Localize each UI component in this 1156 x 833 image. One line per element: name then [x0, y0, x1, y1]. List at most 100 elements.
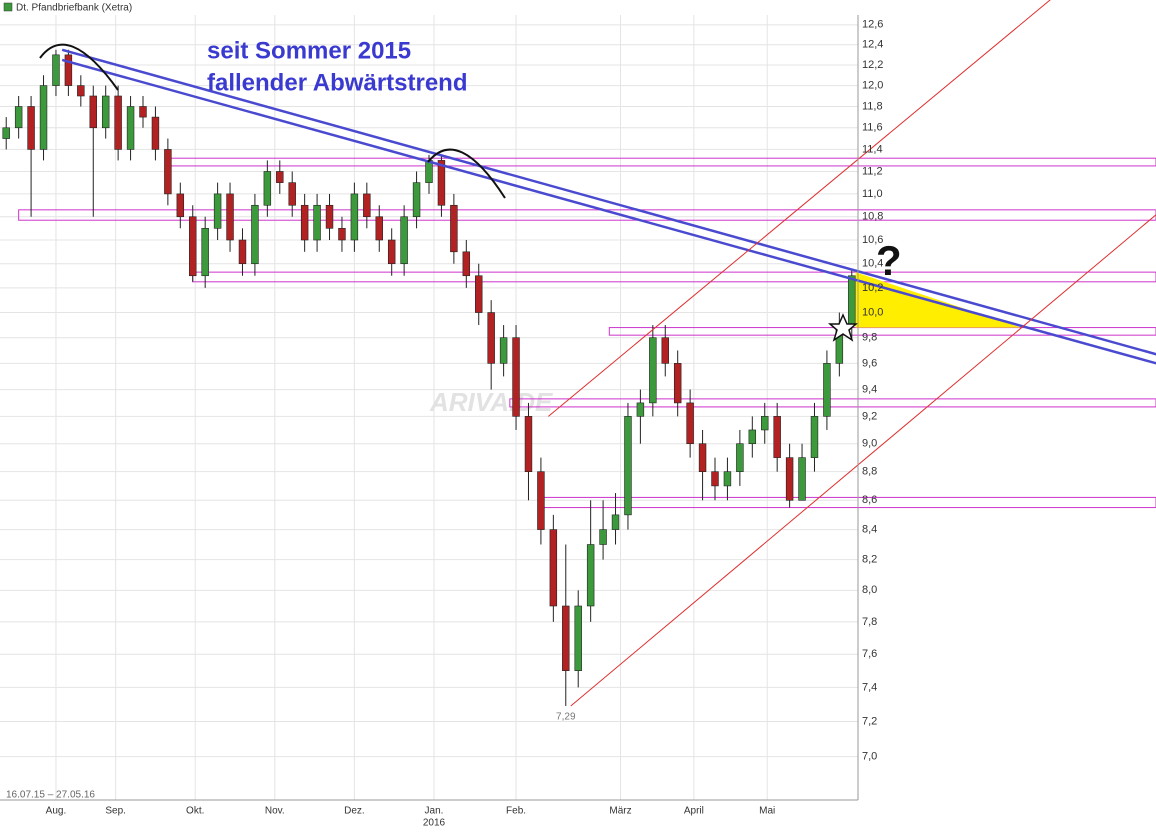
candles [2, 49, 856, 707]
candle-body [487, 312, 495, 364]
candle-body [661, 337, 669, 364]
candle-body [450, 204, 458, 253]
low-label: 7,29 [556, 712, 576, 723]
candle-body [27, 106, 35, 150]
y-tick-label: 12,4 [862, 39, 883, 51]
candle-body [711, 471, 719, 487]
candle-body [599, 529, 607, 545]
trendline [61, 48, 1156, 356]
y-tick-label: 12,6 [862, 19, 883, 31]
x-tick-label: April [684, 806, 704, 817]
candle-body [164, 149, 172, 195]
candle-body [114, 95, 122, 150]
candle-body [649, 337, 657, 404]
top-arc [427, 148, 506, 199]
candle-body [64, 54, 73, 86]
y-tick-label: 9,2 [862, 410, 877, 422]
candle-body [761, 416, 769, 431]
y-tick-label: 11,8 [862, 100, 883, 112]
y-tick-label: 7,0 [862, 750, 877, 762]
candle-body [562, 605, 570, 671]
candle-body [313, 204, 321, 241]
y-tick-label: 7,4 [862, 681, 877, 693]
x-tick-label: Aug. [46, 806, 67, 817]
candle-body [363, 193, 371, 218]
candle-body [462, 251, 471, 277]
candle-body [226, 193, 234, 241]
candle-body [14, 106, 23, 129]
candle-body [723, 471, 732, 487]
y-tick-label: 9,6 [862, 357, 877, 369]
y-tick-label: 8,8 [862, 466, 877, 478]
candle-body [425, 160, 433, 183]
candle-body [798, 457, 806, 501]
y-tick-label: 10,0 [862, 306, 883, 318]
y-tick-label: 9,0 [862, 438, 877, 450]
candle-body [686, 402, 694, 445]
y-tick-label: 12,2 [862, 59, 883, 71]
y-tick-label: 11,2 [862, 165, 883, 177]
candle-body [52, 54, 60, 86]
candle-body [475, 275, 483, 313]
candle-body [263, 171, 272, 206]
date-range: 16.07.15 – 27.05.16 [6, 790, 95, 801]
candle-body [773, 416, 781, 458]
candle-body [251, 204, 259, 265]
candle-body [823, 363, 831, 417]
trendline [548, 0, 1051, 417]
candle-body [549, 529, 558, 607]
y-tick-label: 10,8 [862, 211, 883, 223]
candle-body [499, 337, 508, 364]
candle-body [151, 116, 160, 150]
title-icon [3, 2, 13, 12]
candle-body [574, 605, 582, 671]
candle-body [848, 275, 856, 326]
y-tick-label: 11,6 [862, 122, 883, 134]
y-tick-label: 9,8 [862, 332, 877, 344]
x-tick-label: Mai [759, 806, 775, 817]
y-tick-label: 8,6 [862, 494, 877, 506]
y-tick-label: 8,2 [862, 554, 877, 566]
candle-body [387, 239, 396, 265]
candle-body [810, 416, 819, 458]
x-tick-label: Feb. [506, 806, 526, 817]
candle-body [201, 228, 209, 277]
candle-body [2, 127, 10, 139]
candle-body [400, 216, 408, 265]
annotation: fallender Abwärtstrend [207, 69, 468, 96]
y-tick-label: 8,0 [862, 584, 877, 596]
x-tick-label: Okt. [186, 806, 204, 817]
question-mark: ? [876, 237, 902, 284]
y-tick-label: 10,4 [862, 258, 883, 270]
x-tick-label: Dez. [344, 806, 365, 817]
candle-body [636, 402, 645, 417]
y-tick-label: 9,4 [862, 383, 877, 395]
y-tick-label: 7,8 [862, 616, 877, 628]
chart-title: Dt. Pfandbriefbank (Xetra) [16, 3, 132, 14]
highlight-triangle [855, 272, 1021, 328]
annotation: seit Sommer 2015 [207, 37, 411, 64]
candle-body [611, 514, 620, 530]
candle-body [736, 443, 744, 472]
y-tick-label: 11,4 [862, 143, 883, 155]
overlays [61, 0, 1156, 707]
candle-body [698, 443, 707, 472]
candle-body [101, 95, 110, 129]
y-tick-label: 7,6 [862, 648, 877, 660]
top-arc [39, 43, 119, 91]
candle-body [512, 337, 520, 417]
candle-body [748, 429, 757, 445]
candle-body [213, 193, 222, 229]
x-tick-label: Jan. [425, 806, 444, 817]
candle-body [412, 182, 421, 218]
x-tick-label: Sep. [105, 806, 126, 817]
candle-body [524, 416, 533, 472]
candle-body [276, 171, 284, 183]
y-tick-label: 10,6 [862, 234, 883, 246]
candle-body [586, 544, 595, 607]
candle-body [375, 216, 383, 241]
candle-body [537, 471, 545, 530]
y-tick-label: 12,0 [862, 79, 883, 91]
candle-body [126, 106, 135, 150]
